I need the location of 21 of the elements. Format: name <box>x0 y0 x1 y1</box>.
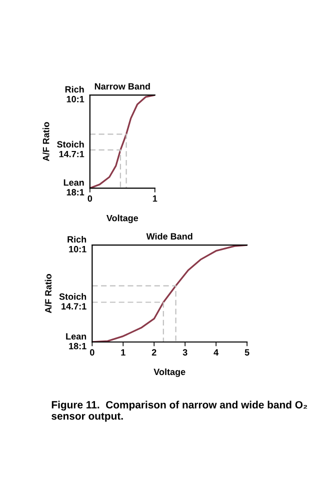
text: Stoich 14.7:1 <box>57 140 84 158</box>
chart-title: Narrow Band <box>94 82 150 90</box>
x-tick-label: 2 <box>152 349 156 356</box>
x-tick-label: 0 <box>88 195 92 202</box>
text: Lean 18:1 <box>64 179 84 196</box>
x-tick-label: 4 <box>214 349 219 356</box>
text: Rich 10:1 <box>65 86 84 102</box>
x-tick-label: 3 <box>182 349 188 356</box>
x-tick-label: 1 <box>121 349 126 356</box>
x-tick-label: 1 <box>152 195 158 202</box>
text: Stoich 14.7:1 <box>59 293 86 310</box>
caption: Figure 11. Comparison of narrow and wide band O₂ sensor output. <box>52 400 308 422</box>
y-axis-title: A/F Ratio <box>44 274 52 314</box>
x-tick-label: 5 <box>244 349 250 356</box>
text: Lean 18:1 <box>66 333 86 350</box>
x-axis-title: Voltage <box>106 214 138 224</box>
x-tick-label: 0 <box>90 349 94 356</box>
x-axis-title: Voltage <box>154 368 186 377</box>
text: Rich 10:1 <box>68 236 86 252</box>
y-axis-title: A/F Ratio <box>42 122 50 162</box>
chart-title: Wide Band <box>146 232 192 240</box>
